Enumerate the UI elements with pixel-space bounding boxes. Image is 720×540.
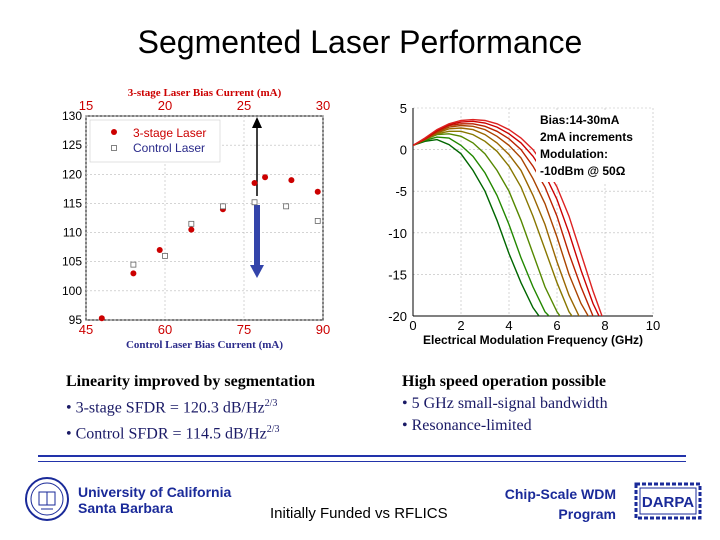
left-bullet-1-sup: 2/3 xyxy=(264,398,278,409)
darpa-logo-text: DARPA xyxy=(642,494,694,511)
freq-curve xyxy=(413,138,540,316)
scatter-y-tick-label: 120 xyxy=(62,167,82,181)
scatter-chart: 95 100 105 110 115 120 125 130 45 60 75 90 15 20 25 30 3… xyxy=(62,87,330,351)
scatter-point-3stage xyxy=(188,226,195,233)
legend-label-3stage: 3-stage Laser xyxy=(133,126,206,140)
scatter-top-x-tick-label: 30 xyxy=(316,98,330,113)
scatter-point-3stage xyxy=(262,174,269,181)
scatter-x-tick-label: 75 xyxy=(237,322,251,337)
scatter-point-3stage xyxy=(98,315,105,322)
left-bullet-1: • 3-stage SFDR = 120.3 dB/Hz2/3 xyxy=(66,393,315,419)
footer-funding: Initially Funded vs RFLICS xyxy=(270,505,448,522)
arrow-up-head xyxy=(252,117,262,128)
scatter-point-3stage xyxy=(156,247,163,254)
scatter-point-control xyxy=(251,199,258,206)
left-bullet-2-text: • Control SFDR = 114.5 dB/Hz xyxy=(66,425,267,443)
footer-program: Chip-Scale WDM Program xyxy=(470,484,616,524)
legend-marker-control xyxy=(111,145,117,151)
darpa-logo: DARPA xyxy=(634,482,702,520)
scatter-x-tick-label: 60 xyxy=(158,322,172,337)
scatter-y-tick-label: 125 xyxy=(62,138,82,152)
scatter-point-control xyxy=(162,252,168,259)
footer-program-line2: Program xyxy=(558,506,616,522)
scatter-legend-box xyxy=(89,119,221,163)
freq-x-axis-title: Electrical Modulation Frequency (GHz) xyxy=(423,333,643,347)
scatter-y-tick-label: 95 xyxy=(69,313,83,327)
arrow-down-head xyxy=(250,265,264,278)
left-text-block: Linearity improved by segmentation • 3-s… xyxy=(66,371,315,446)
freq-curve xyxy=(413,130,573,316)
freq-curve xyxy=(413,123,594,316)
footer-university-line1: University of California xyxy=(78,484,232,500)
freq-y-tick-label: 0 xyxy=(400,143,407,158)
scatter-y-tick-label: 115 xyxy=(63,196,82,210)
scatter-point-control xyxy=(314,218,321,224)
scatter-y-tick-label: 110 xyxy=(63,226,82,240)
freq-x-tick-label: 4 xyxy=(505,318,512,333)
right-bullet-2: • Resonance-limited xyxy=(402,417,532,434)
freq-y-tick-label: -10 xyxy=(388,226,407,241)
scatter-point-control xyxy=(188,220,195,227)
scatter-point-control xyxy=(130,261,137,268)
left-bullet-2: • Control SFDR = 114.5 dB/Hz2/3 xyxy=(66,419,315,445)
footer-program-line1: Chip-Scale WDM xyxy=(504,486,616,502)
freq-y-tick-label: -15 xyxy=(388,267,407,282)
freq-x-tick-label: 2 xyxy=(457,318,464,333)
scatter-x-tick-label: 90 xyxy=(316,322,330,337)
left-bullet-2-sup: 2/3 xyxy=(266,424,280,436)
left-heading: Linearity improved by segmentation xyxy=(66,373,316,390)
freq-curve xyxy=(413,127,580,316)
freq-curve xyxy=(413,124,590,316)
freq-curve xyxy=(413,118,603,316)
freq-curve xyxy=(413,133,561,316)
freq-x-tick-label: 6 xyxy=(553,318,560,333)
footer-rule-thin xyxy=(38,461,686,462)
scatter-point-3stage xyxy=(314,188,321,195)
freq-annotation-box xyxy=(536,110,652,182)
scatter-point-control xyxy=(283,203,290,210)
legend-label-control: Control Laser xyxy=(133,141,205,155)
scatter-top-x-tick-label: 15 xyxy=(79,98,93,113)
scatter-y-tick-label: 130 xyxy=(62,109,82,123)
scatter-x-axis-title: Control Laser Bias Current (mA) xyxy=(126,339,283,351)
freq-x-tick-label: 10 xyxy=(646,318,660,333)
left-bullet-1-text: • 3-stage SFDR = 120.3 dB/Hz xyxy=(66,399,265,417)
ucsb-seal-icon xyxy=(25,477,69,521)
right-text-block: High speed operation possible • 5 GHz sm… xyxy=(402,371,608,437)
freq-y-tick-label: 5 xyxy=(400,101,407,116)
legend-marker-3stage xyxy=(111,129,117,135)
freq-y-tick-label: -5 xyxy=(395,184,407,199)
freq-annotation-line: Bias:14-30mA xyxy=(540,113,620,127)
scatter-point-control xyxy=(220,203,226,210)
footer-rule xyxy=(38,455,686,457)
right-bullet-1: • 5 GHz small-signal bandwidth xyxy=(402,395,608,412)
footer-university-line2: Santa Barbara xyxy=(78,500,173,516)
freq-curve xyxy=(413,120,600,316)
freq-annotation-line: -10dBm @ 50Ω xyxy=(540,164,626,178)
freq-y-tick-label: -20 xyxy=(388,309,407,324)
scatter-point-3stage xyxy=(288,177,295,184)
arrow-down-shaft xyxy=(254,205,260,267)
scatter-top-x-tick-label: 20 xyxy=(158,98,172,113)
page-title: Segmented Laser Performance xyxy=(137,24,583,60)
freq-annotation-line: Modulation: xyxy=(540,147,608,161)
scatter-point-3stage xyxy=(251,180,258,187)
freq-curve xyxy=(413,136,551,316)
freq-x-tick-label: 8 xyxy=(601,318,608,333)
scatter-x-tick-label: 45 xyxy=(79,322,93,337)
right-heading: High speed operation possible xyxy=(402,373,607,390)
freq-x-tick-label: 0 xyxy=(409,318,416,333)
scatter-top-x-tick-label: 25 xyxy=(237,98,251,113)
footer-university: University of California Santa Barbara xyxy=(78,484,231,516)
scatter-top-axis-title: 3-stage Laser Bias Current (mA) xyxy=(128,87,282,99)
scatter-y-tick-label: 100 xyxy=(62,284,82,298)
scatter-point-3stage xyxy=(130,270,137,277)
scatter-y-tick-label: 105 xyxy=(62,255,82,269)
freq-annotation-line: 2mA increments xyxy=(540,130,633,144)
